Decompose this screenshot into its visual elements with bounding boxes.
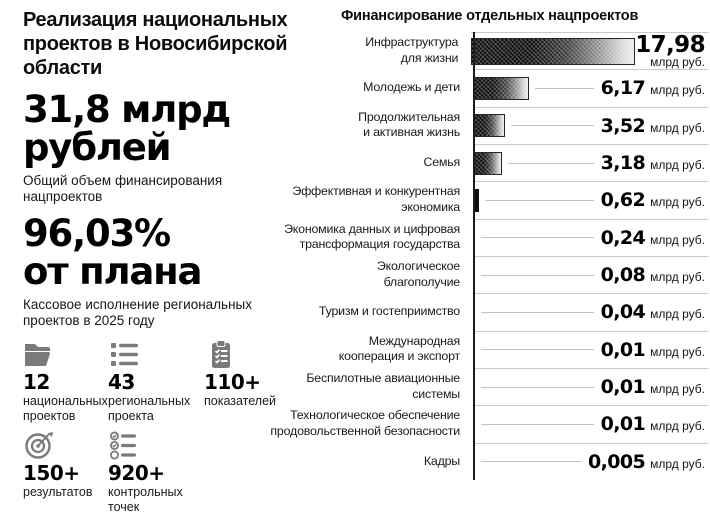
chart-axis-line [473,32,475,480]
bar [471,37,636,65]
value-label: 0,01 млрд руб. [600,413,705,436]
value-label: 0,005 млрд руб. [588,450,705,473]
chart-title: Финансирование отдельных нацпроектов [341,8,639,24]
connector-line [481,423,594,425]
folder-icon [23,339,108,369]
connector-line [481,349,594,351]
stat-label: региональных проекта [108,394,191,423]
bar [473,151,502,175]
chart-row: Инфраструктура для жизни 17,98 млрд руб. [295,32,708,69]
headline-financing-value: 31,8 млрд рублей [23,88,231,169]
list-icon [108,339,204,369]
connector-line [535,87,594,89]
stat-item: 920+ контрольных точек [108,430,204,514]
chart-row: Молодежь и дети 6,17 млрд руб. [295,69,708,106]
value-unit: млрд руб. [650,54,705,69]
connector-line [481,311,594,313]
category-label: Международная кооперация и экспорт [338,333,460,364]
category-label: Семья [423,154,460,169]
connector-line [511,125,594,127]
stat-item: 150+ результатов [23,430,108,514]
chart-row: Туризм и гостеприимство 0,04 млрд руб. [295,293,708,330]
bar [473,114,505,138]
chart-row: Кадры 0,005 млрд руб. [295,442,708,480]
category-label: Беспилотные авиационные системы [306,371,460,401]
chart-row: Семья 3,18 млрд руб. [295,143,708,181]
value-label: 0,24 млрд руб. [600,226,705,249]
value-unit: млрд руб. [650,382,705,397]
value-unit: млрд руб. [650,158,705,173]
value-label: 3,52 млрд руб. [600,114,705,137]
stat-number: 110+ [204,370,261,394]
bar [473,76,529,100]
chart-row: Международная кооперация и экспорт 0,01 м… [295,330,708,368]
value-label: 17,98 млрд руб. [635,31,705,69]
value-unit: млрд руб. [650,83,705,98]
stat-number: 43 [108,370,135,394]
category-label: Кадры [423,453,460,468]
category-label: Туризм и гостеприимство [318,304,460,319]
connector-line [508,162,594,164]
connector-line [481,386,594,388]
checklist-icon [108,430,204,460]
stat-item: 43 региональных проекта [108,339,204,423]
value-unit: млрд руб. [650,195,705,210]
stat-number: 12 [23,370,50,394]
category-label: Технологическое обеспечение продовольств… [270,408,460,438]
connector-line [481,237,594,239]
chart-row: Технологическое обеспечение продовольств… [270,405,708,442]
headline-execution-value: 96,03% от плана [23,212,203,293]
stat-item: 110+ показателей [204,339,323,423]
value-label: 0,01 млрд руб. [600,338,705,361]
headline-financing-caption: Общий объем финансирования нацпроектов [23,173,223,204]
financing-chart: Финансирование отдельных нацпроектов Инф… [270,0,708,480]
value-label: 3,18 млрд руб. [600,152,705,175]
category-label: Экологическое благополучие [376,259,460,289]
stat-number: 150+ [23,461,80,485]
target-icon [23,430,108,460]
stat-label: контрольных точек [108,485,183,514]
page-title: Реализация национальных проектов в Новос… [23,9,288,79]
value-unit: млрд руб. [650,307,705,322]
chart-row: Экономика данных и цифровая трансформаци… [284,218,708,256]
value-unit: млрд руб. [650,120,705,135]
connector-line [481,461,582,463]
chart-row: Эффективная и конкурентная экономика 0,6… [292,181,708,218]
category-label: Эффективная и конкурентная экономика [292,184,460,214]
value-label: 0,04 млрд руб. [600,301,705,324]
value-label: 0,62 млрд руб. [600,189,705,212]
clipboard-icon [204,339,323,369]
value-unit: млрд руб. [650,419,705,434]
stat-number: 920+ [108,461,165,485]
chart-row: Экологическое благополучие 0,08 млрд руб. [295,255,708,293]
category-label: Инфраструктура для жизни [365,35,459,65]
category-label: Продолжительная и активная жизнь [358,109,460,140]
infographic-page: { "left_panel": { "title": "Реализация н… [23,0,708,514]
headline-execution-caption: Кассовое исполнение региональных проекто… [23,297,252,328]
value-label: 6,17 млрд руб. [600,77,705,100]
chart-row: Продолжительная и активная жизнь 3,52 млр… [295,106,708,144]
value-unit: млрд руб. [650,344,705,359]
stat-label: результатов [23,485,93,499]
category-label: Молодежь и дети [363,80,460,95]
chart-rows: Инфраструктура для жизни 17,98 млрд руб. … [270,32,708,480]
connector-line [481,274,594,276]
stat-label: национальных проектов [23,394,108,423]
stat-label: показателей [204,394,277,408]
stat-item: 12 национальных проектов [23,339,108,423]
connector-line [485,199,594,201]
chart-row: Беспилотные авиационные системы 0,01 млрд… [295,367,708,405]
category-label: Экономика данных и цифровая трансформаци… [284,221,460,252]
value-unit: млрд руб. [650,232,705,247]
value-label: 0,01 млрд руб. [600,376,705,399]
bar [473,188,479,212]
value-unit: млрд руб. [650,270,705,285]
value-label: 0,08 млрд руб. [600,264,705,287]
value-unit: млрд руб. [650,456,705,471]
